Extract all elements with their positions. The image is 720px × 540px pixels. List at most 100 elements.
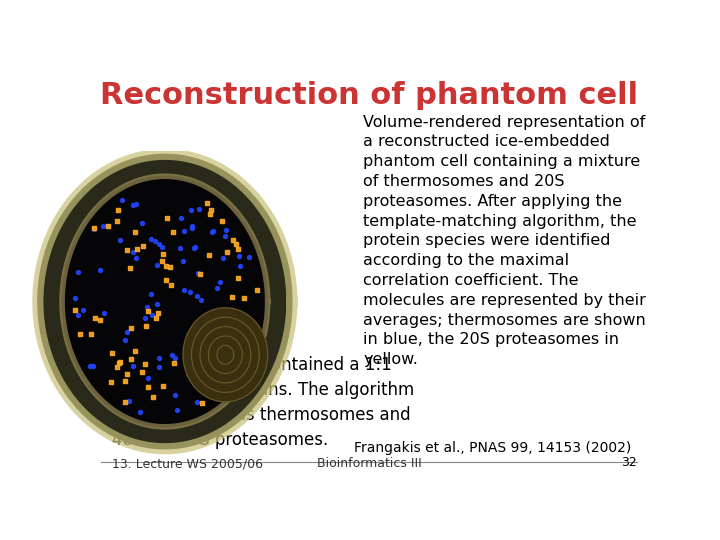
Point (204, 210, 215, 219)
Point (230, 239, 242, 248)
Point (207, 227, 219, 235)
Point (149, 237, 161, 246)
Polygon shape (183, 308, 268, 402)
Point (112, 217, 123, 225)
Point (153, 363, 164, 372)
Point (192, 292, 203, 301)
Point (123, 397, 135, 406)
Point (194, 270, 206, 279)
Point (136, 219, 148, 227)
Text: 13. Lecture WS 2005/06: 13. Lecture WS 2005/06 (112, 457, 264, 470)
Point (73, 267, 84, 276)
Point (69, 306, 81, 314)
Point (145, 289, 157, 298)
Point (168, 228, 179, 237)
Point (157, 242, 168, 251)
Point (112, 206, 124, 214)
Point (138, 242, 149, 251)
Text: 32: 32 (621, 456, 637, 469)
Point (162, 214, 174, 222)
Point (130, 254, 142, 262)
Point (161, 275, 172, 284)
Point (165, 281, 176, 289)
Point (186, 223, 198, 232)
Point (114, 357, 125, 366)
Point (184, 288, 196, 296)
Point (156, 256, 168, 265)
Point (174, 244, 185, 252)
Point (226, 293, 238, 301)
Point (214, 278, 225, 286)
Point (130, 227, 141, 236)
Text: Volume-rendered representation of
a reconstructed ice-embedded
phantom cell cont: Volume-rendered representation of a reco… (364, 114, 647, 367)
Point (151, 261, 163, 269)
Point (189, 242, 201, 251)
Text: Bioinformatics III: Bioinformatics III (317, 457, 421, 470)
Point (186, 206, 197, 215)
Point (127, 201, 138, 210)
Point (127, 248, 138, 256)
Point (87, 362, 99, 370)
Point (153, 240, 164, 248)
Point (102, 221, 114, 230)
Point (238, 294, 250, 303)
Point (142, 374, 153, 382)
Point (120, 377, 131, 386)
Point (140, 322, 152, 330)
Point (143, 307, 154, 315)
Point (168, 359, 180, 367)
Point (70, 294, 81, 302)
Point (211, 284, 222, 292)
Point (192, 268, 204, 277)
Point (158, 382, 169, 391)
Polygon shape (62, 176, 268, 427)
Point (114, 236, 125, 245)
Point (197, 399, 208, 408)
Point (204, 251, 215, 259)
Point (157, 250, 168, 259)
Point (194, 205, 205, 214)
Point (125, 264, 136, 273)
Point (94, 266, 106, 275)
Point (243, 253, 254, 262)
Point (233, 245, 244, 254)
Point (97, 221, 109, 230)
Point (221, 247, 233, 256)
Point (142, 303, 153, 312)
Point (233, 274, 244, 282)
Point (114, 359, 125, 367)
Point (220, 225, 232, 234)
Point (84, 362, 96, 370)
Point (127, 361, 138, 370)
Point (195, 296, 207, 305)
Point (140, 314, 151, 323)
Point (142, 382, 153, 391)
Point (121, 246, 132, 255)
Point (178, 227, 189, 235)
Point (251, 286, 263, 294)
Point (235, 262, 246, 271)
Point (179, 286, 190, 294)
Point (85, 330, 96, 339)
Point (106, 378, 117, 387)
Point (166, 351, 178, 360)
Point (233, 252, 244, 261)
Point (152, 308, 163, 317)
Point (177, 256, 189, 265)
Point (191, 397, 202, 406)
Point (205, 206, 217, 215)
Point (227, 236, 238, 245)
Point (72, 310, 84, 319)
Point (117, 196, 128, 205)
Point (163, 262, 175, 271)
Point (153, 353, 164, 362)
Point (89, 313, 101, 322)
Point (130, 200, 142, 208)
Point (106, 348, 117, 357)
Point (74, 330, 86, 339)
Point (140, 360, 151, 368)
Point (134, 408, 145, 416)
Point (217, 253, 228, 262)
Point (88, 225, 99, 233)
Point (169, 391, 181, 400)
